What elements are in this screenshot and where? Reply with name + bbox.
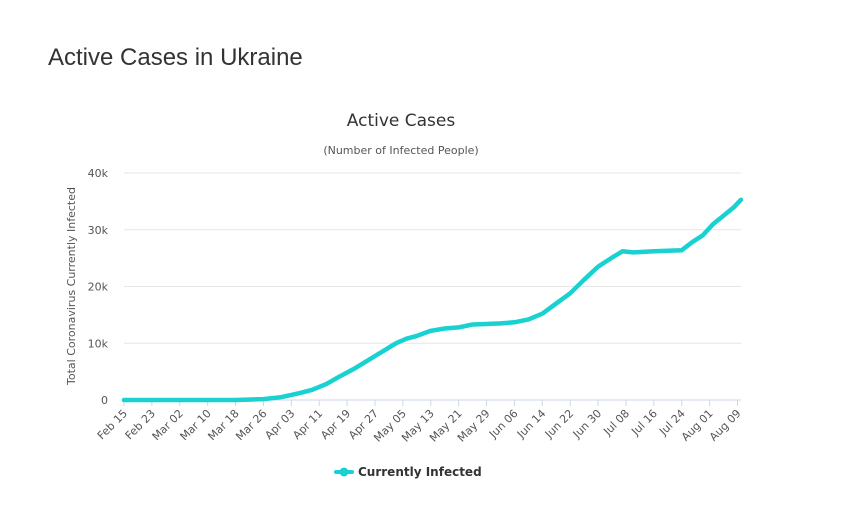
chart-title: Active Cases [347, 111, 456, 131]
x-tick-label: Jun 06 [486, 407, 520, 441]
x-tick-label: Jul 16 [628, 407, 660, 439]
page-title: Active Cases in Ukraine [48, 44, 303, 71]
x-tick-label: Feb 15 [95, 407, 130, 442]
legend-label[interactable]: Currently Infected [358, 465, 482, 479]
y-tick-label: 30k [88, 224, 109, 237]
x-tick-label: Mar 26 [233, 407, 269, 443]
x-tick-label: Jun 22 [542, 407, 576, 441]
chart-subtitle: (Number of Infected People) [323, 144, 478, 157]
grid-lines [124, 172, 741, 401]
x-tick-label: Apr 11 [290, 407, 325, 442]
x-tick-label: Apr 03 [262, 407, 297, 442]
legend[interactable]: Currently Infected [334, 465, 482, 479]
series-line-currently-infected [121, 197, 744, 403]
y-tick-label: 0 [101, 394, 108, 407]
series-group [121, 197, 744, 403]
x-tick-label: Jul 08 [600, 407, 632, 439]
x-tick-label: Jun 14 [514, 407, 548, 441]
x-tick-label: Apr 19 [318, 407, 353, 442]
y-tick-label: 20k [88, 281, 109, 294]
legend-marker [339, 467, 349, 477]
x-tick-label: Jun 30 [570, 407, 604, 441]
y-axis-title: Total Coronavirus Currently Infected [65, 187, 78, 386]
y-tick-label: 40k [88, 167, 109, 180]
x-tick-label: Aug 09 [707, 407, 744, 444]
y-axis-ticks: 0 10k 20k 30k 40k [88, 167, 109, 407]
y-tick-label: 10k [88, 337, 109, 350]
